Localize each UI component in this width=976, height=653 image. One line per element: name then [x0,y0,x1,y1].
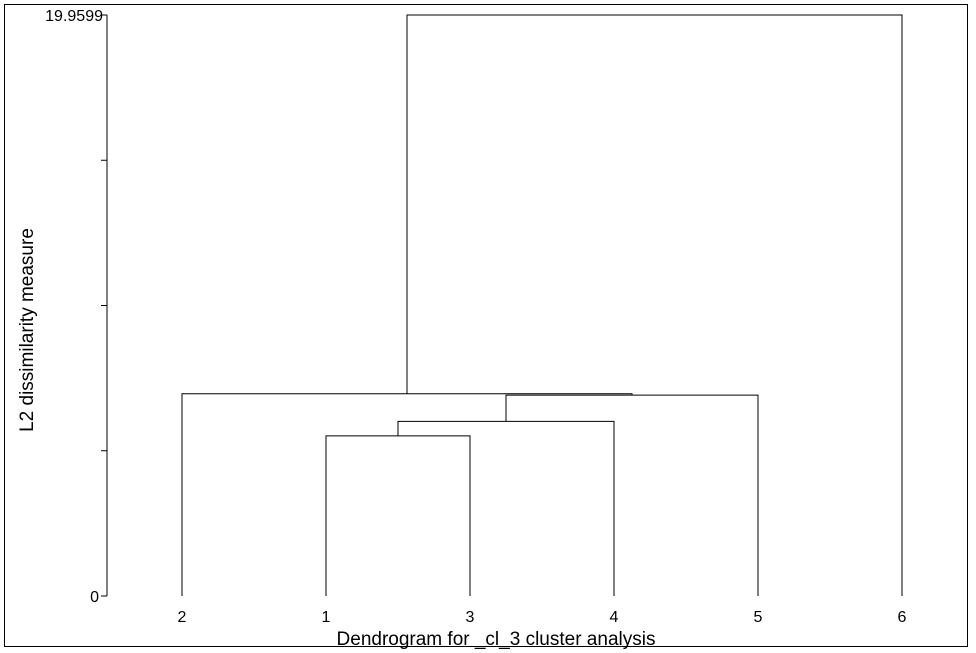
x-axis-title: Dendrogram for _cl_3 cluster analysis [337,629,656,650]
merge-link-2 [397,420,615,596]
merge-link-5 [406,14,903,596]
leaf-label-1: 1 [322,609,331,626]
y-tick-label-min: 0 [90,589,99,606]
y-tick-label-max: 19.9599 [45,8,103,25]
leaf-label-6: 6 [898,609,907,626]
merge-link-1 [325,435,471,596]
leaf-labels: 2 1 3 4 5 6 [178,609,907,626]
leaf-label-2: 2 [178,609,187,626]
y-axis-title: L2 dissimilarity measure [17,228,38,432]
leaf-label-3: 3 [466,609,475,626]
y-ticks: 0 19.9599 [45,8,107,606]
dendrogram-links [181,14,903,596]
merge-link-4 [181,393,633,596]
merge-link-3 [505,394,759,596]
chart-frame [4,4,968,647]
leaf-label-4: 4 [610,609,619,626]
leaf-label-5: 5 [754,609,763,626]
